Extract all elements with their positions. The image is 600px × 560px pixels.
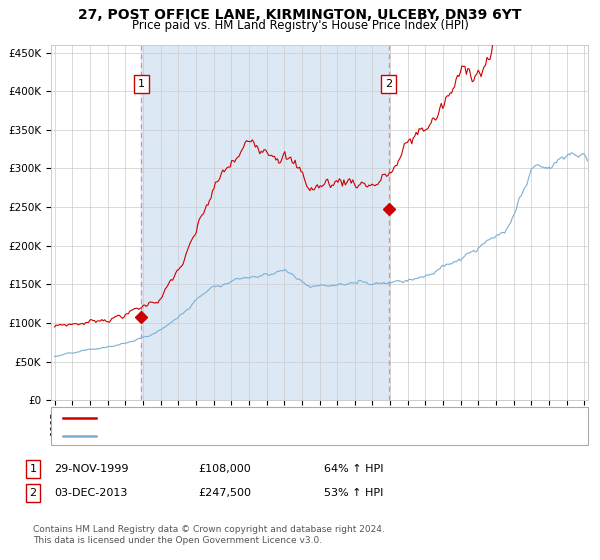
Text: 29-NOV-1999: 29-NOV-1999	[54, 464, 128, 474]
Text: This data is licensed under the Open Government Licence v3.0.: This data is licensed under the Open Gov…	[33, 536, 322, 545]
Text: HPI: Average price, detached house, North Lincolnshire: HPI: Average price, detached house, Nort…	[102, 431, 390, 441]
Text: 1: 1	[138, 79, 145, 89]
Text: 53% ↑ HPI: 53% ↑ HPI	[324, 488, 383, 498]
Text: 2: 2	[385, 79, 392, 89]
Text: 27, POST OFFICE LANE, KIRMINGTON, ULCEBY, DN39 6YT (detached house): 27, POST OFFICE LANE, KIRMINGTON, ULCEBY…	[102, 413, 493, 423]
Bar	[142, 45, 389, 400]
Text: 2: 2	[29, 488, 37, 498]
Text: £247,500: £247,500	[198, 488, 251, 498]
Text: 1: 1	[29, 464, 37, 474]
Text: £108,000: £108,000	[198, 464, 251, 474]
Text: Contains HM Land Registry data © Crown copyright and database right 2024.: Contains HM Land Registry data © Crown c…	[33, 525, 385, 534]
Text: 27, POST OFFICE LANE, KIRMINGTON, ULCEBY, DN39 6YT: 27, POST OFFICE LANE, KIRMINGTON, ULCEBY…	[78, 8, 522, 22]
Text: 64% ↑ HPI: 64% ↑ HPI	[324, 464, 383, 474]
Text: Price paid vs. HM Land Registry's House Price Index (HPI): Price paid vs. HM Land Registry's House …	[131, 19, 469, 32]
Text: 03-DEC-2013: 03-DEC-2013	[54, 488, 127, 498]
